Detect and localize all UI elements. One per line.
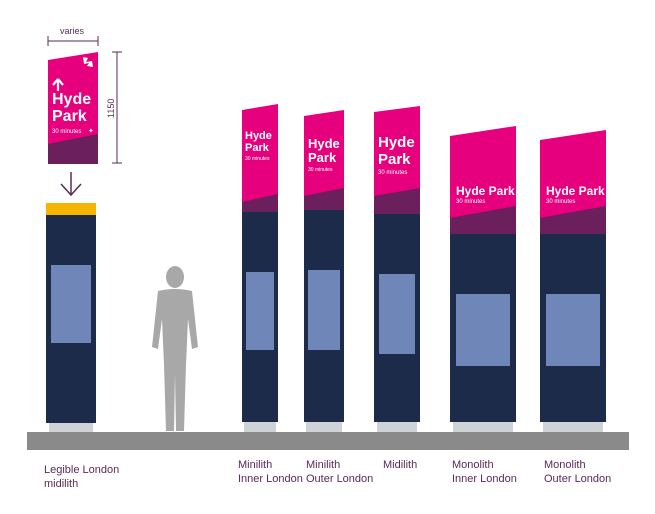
caption-monolith-inner: Monolith Inner London xyxy=(452,458,517,486)
caption-line1: Legible London xyxy=(44,464,120,476)
sign-base xyxy=(453,422,513,432)
ground-strip xyxy=(27,432,629,450)
caption-line2: Inner London xyxy=(238,473,303,485)
width-dimension-label: varies xyxy=(60,26,85,36)
caption-line1: Midilith xyxy=(383,459,418,471)
legible-london-midilith xyxy=(46,203,96,432)
sign-top-detail: Hyde Park 30 minutes ✦ xyxy=(48,52,98,164)
map-panel xyxy=(246,272,274,350)
walking-time: 30 minutes xyxy=(546,199,576,205)
destination-inline: Hyde Park xyxy=(456,184,515,198)
caption-line1: Monolith xyxy=(544,459,586,471)
caption-legible-london-midilith: Legible London midilith xyxy=(44,463,119,491)
sign-base xyxy=(377,422,417,432)
midilith: Hyde Park 30 minutes xyxy=(374,106,420,432)
caption-midilith: Midilith xyxy=(383,458,417,472)
destination-line1: Hyde xyxy=(245,130,272,142)
person-silhouette xyxy=(152,266,198,431)
caption-line2: Inner London xyxy=(452,473,517,485)
caption-line1: Monolith xyxy=(452,459,494,471)
destination-line2: Park xyxy=(378,151,411,168)
walking-person-icon: ✦ xyxy=(88,128,94,135)
down-arrow-icon xyxy=(60,172,82,197)
destination-line2: Park xyxy=(52,108,87,125)
walking-time: 30 minutes xyxy=(52,129,82,135)
monolith-inner-london: Hyde Park 30 minutes xyxy=(450,126,516,432)
caption-line1: Minilith xyxy=(306,459,341,471)
destination-line2: Park xyxy=(308,150,337,165)
destination-line2: Park xyxy=(245,142,269,154)
map-panel xyxy=(456,294,510,366)
monolith-outer-london: Hyde Park 30 minutes xyxy=(540,130,606,432)
olympic-logo-icon xyxy=(83,57,93,67)
map-panel xyxy=(379,274,415,354)
map-panel xyxy=(546,294,600,366)
minilith-outer-london: Hyde Park 30 minutes xyxy=(304,110,344,432)
sign-base xyxy=(244,422,276,432)
destination-line1: Hyde xyxy=(378,134,415,151)
destination-inline: Hyde Park xyxy=(546,184,605,198)
caption-line1: Minilith xyxy=(238,459,273,471)
minilith-inner-london: Hyde Park 30 minutes xyxy=(242,104,278,432)
caption-minilith-outer: Minilith Outer London xyxy=(306,458,373,486)
destination-line1: Hyde xyxy=(308,136,340,151)
up-arrow-icon xyxy=(52,78,64,91)
sign-base xyxy=(306,422,342,432)
height-dimension-label: 1150 xyxy=(106,98,116,118)
caption-line2: Outer London xyxy=(544,473,612,485)
sign-base xyxy=(543,422,603,432)
caption-minilith-inner: Minilith Inner London xyxy=(238,458,303,486)
caption-line2: Outer London xyxy=(306,473,374,485)
walking-time: 30 minutes xyxy=(378,170,408,176)
map-panel xyxy=(308,270,340,350)
walking-time: 30 minutes xyxy=(456,199,486,205)
map-panel xyxy=(51,265,91,343)
caption-line2: midilith xyxy=(44,478,79,490)
sign-base xyxy=(49,423,93,432)
destination-line1: Hyde xyxy=(52,91,92,108)
yellow-header xyxy=(46,203,96,215)
walking-time: 30 minutes xyxy=(245,156,270,162)
caption-monolith-outer: Monolith Outer London xyxy=(544,458,611,486)
walking-time: 30 minutes xyxy=(308,167,333,173)
